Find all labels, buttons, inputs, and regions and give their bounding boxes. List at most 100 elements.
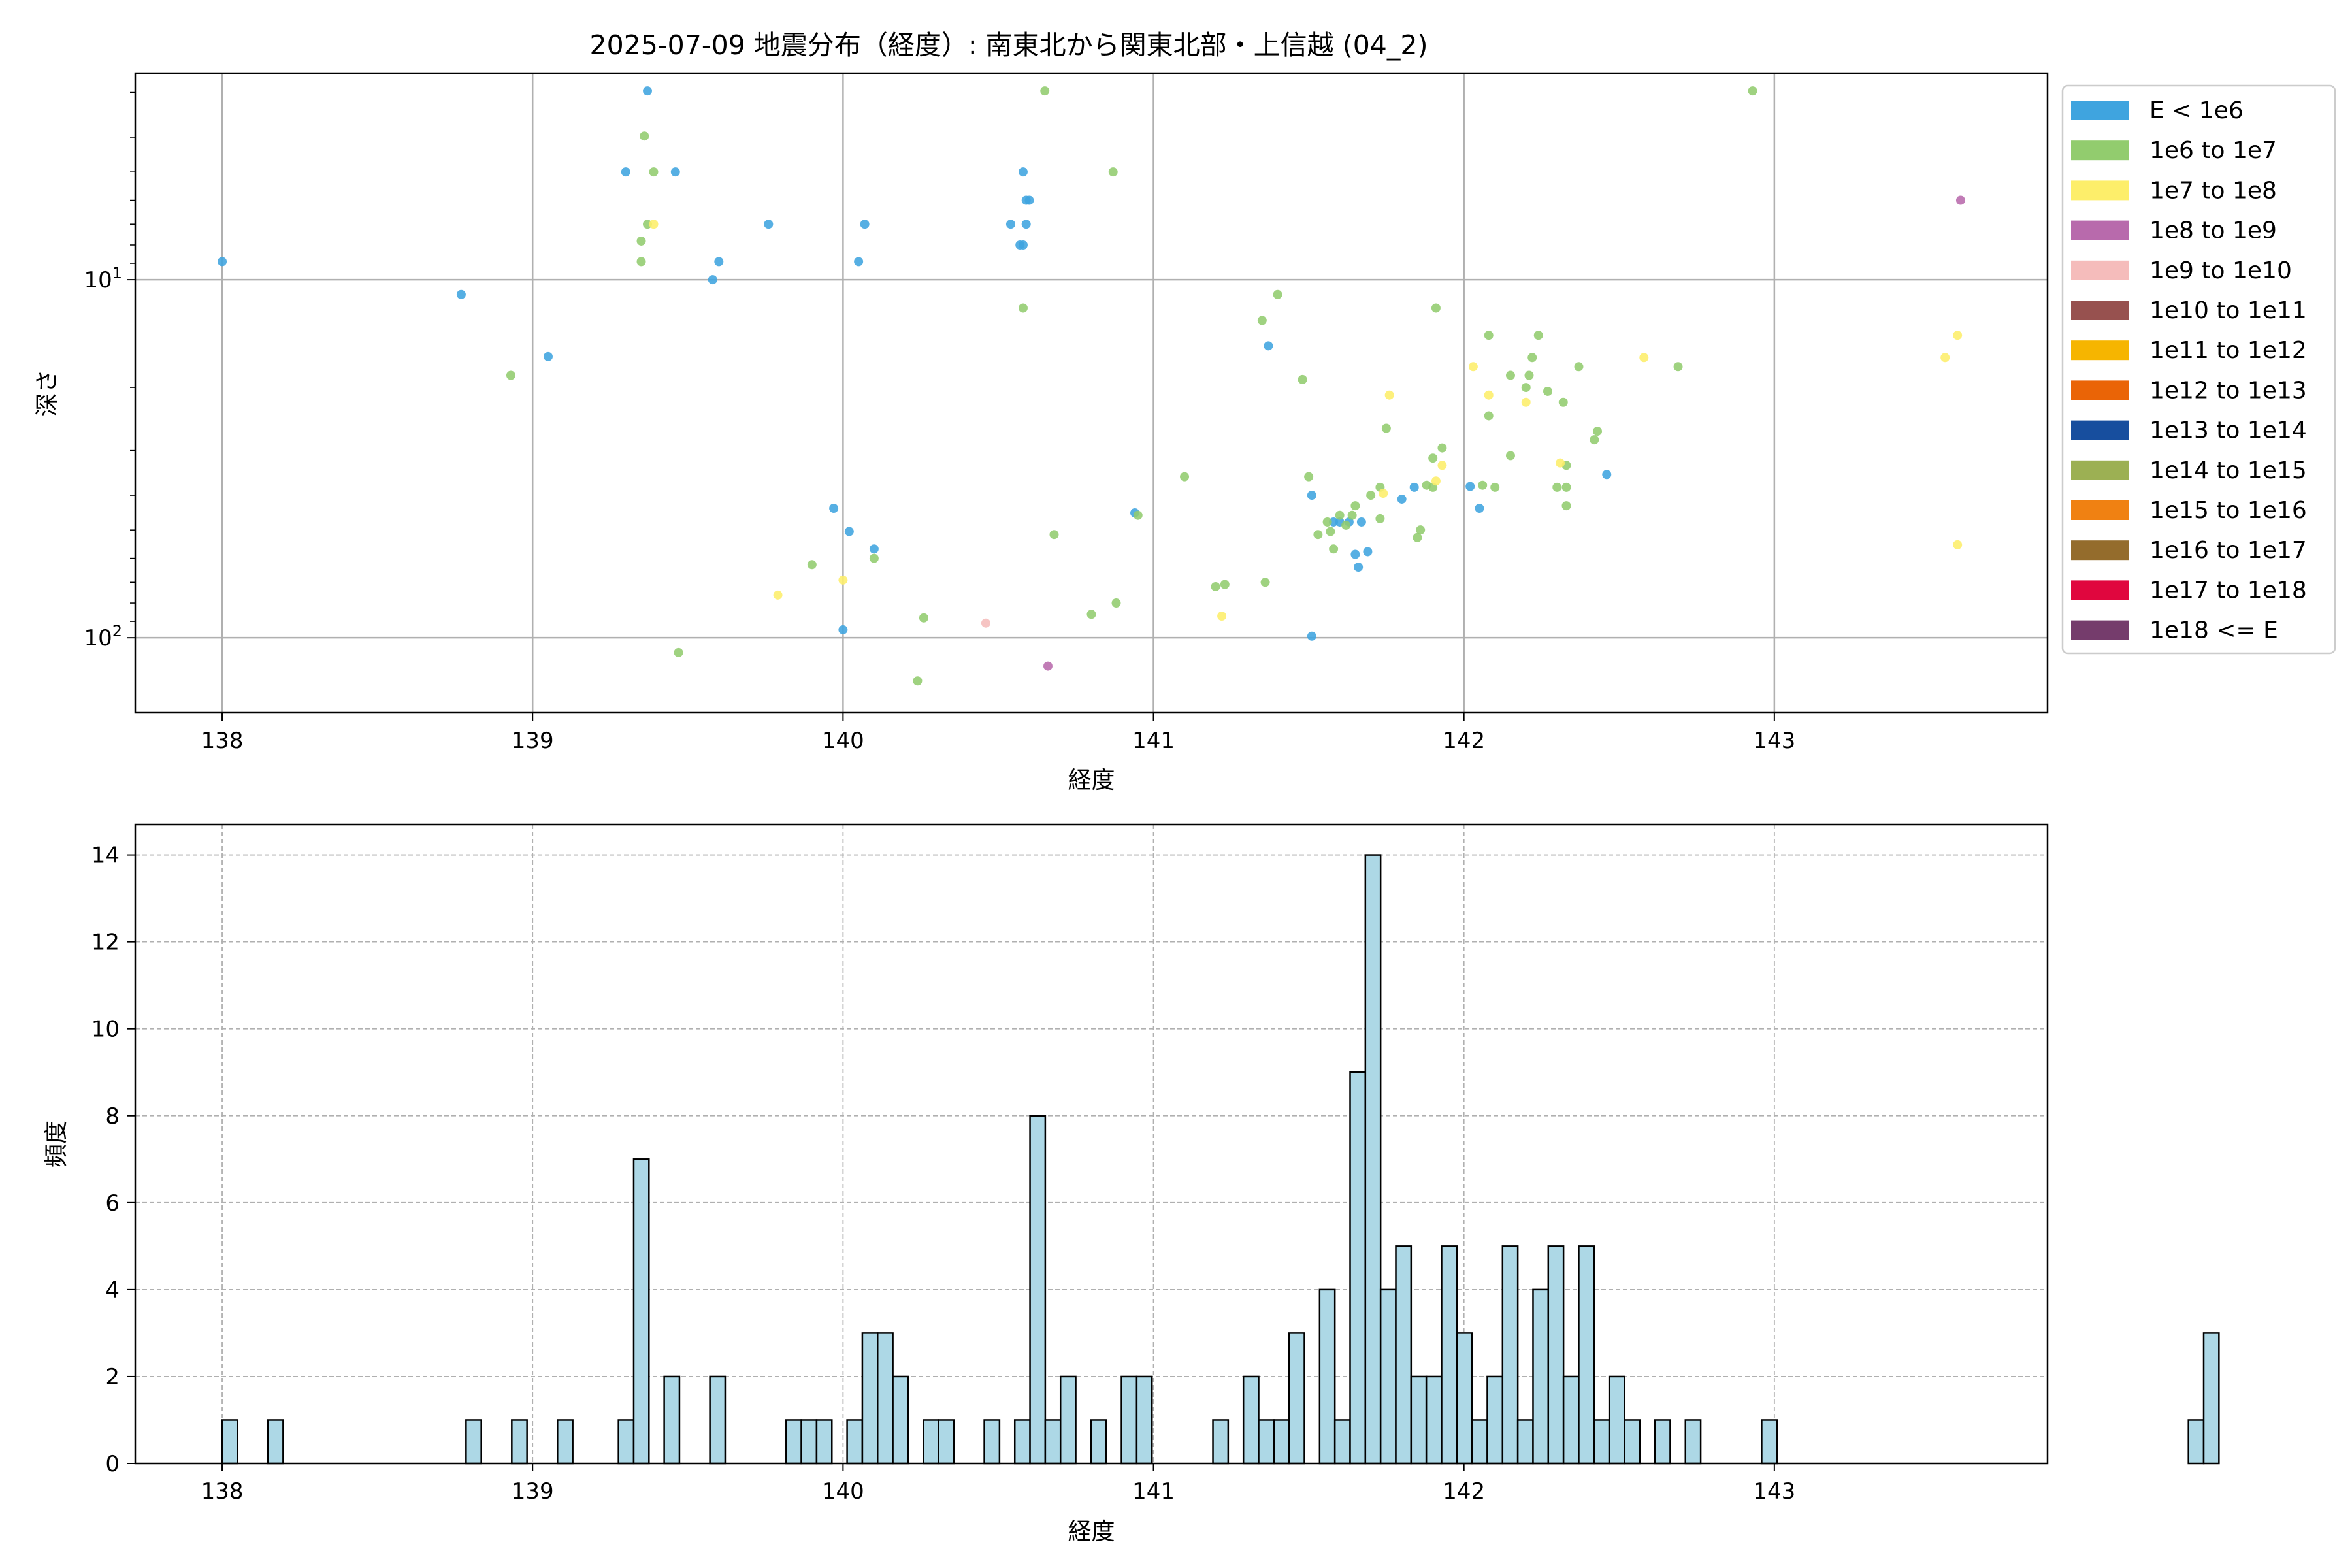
histogram-bar [892, 1375, 909, 1465]
x-tick-label: 142 [1443, 1478, 1485, 1505]
histogram-bar [663, 1375, 681, 1465]
scatter-point [1558, 397, 1568, 407]
scatter-point [1490, 482, 1500, 492]
y-tick-label: 6 [105, 1190, 120, 1217]
histogram-bar [557, 1419, 574, 1465]
scatter-point [1326, 527, 1335, 536]
histogram-bar [1013, 1419, 1031, 1465]
scatter-point [1108, 167, 1118, 177]
histogram-bar [465, 1419, 482, 1465]
scatter-point [1133, 510, 1143, 520]
legend-label: 1e18 <= E [2149, 617, 2278, 644]
scatter-point [860, 220, 870, 229]
scatter-point [643, 86, 653, 96]
scatter-point [1561, 482, 1571, 492]
histogram-bar [1044, 1419, 1062, 1465]
scatter-point [1350, 549, 1360, 559]
scatter-plot: 138 139 140 141 142 143 101 102 経度 深さ [34, 72, 2049, 794]
scatter-point [1304, 472, 1314, 482]
legend-label: 1e14 to 1e15 [2149, 457, 2307, 484]
legend-swatch [2071, 460, 2129, 480]
scatter-point [670, 167, 680, 177]
scatter-point [1217, 612, 1227, 621]
histogram-bar [1258, 1419, 1275, 1465]
histogram-bar [1456, 1332, 1473, 1465]
scatter-point [1018, 240, 1028, 250]
scatter-point [1953, 540, 1963, 549]
legend-label: 1e15 to 1e16 [2149, 497, 2307, 524]
scatter-frame [134, 72, 2049, 714]
histogram-bar [861, 1332, 879, 1465]
y-tick-label: 12 [91, 930, 120, 956]
scatter-point [674, 647, 683, 657]
scatter-point [714, 257, 724, 267]
scatter-point [543, 351, 553, 361]
scatter-point [708, 275, 717, 285]
legend-swatch [2071, 180, 2129, 201]
scatter-point [1354, 563, 1364, 572]
y-tick-label: 14 [91, 843, 120, 869]
scatter-point [1024, 195, 1034, 205]
histogram-bar [617, 1419, 635, 1465]
legend-swatch [2071, 540, 2129, 561]
scatter-point [1381, 423, 1391, 433]
scatter-point [919, 613, 928, 623]
scatter-point [981, 618, 990, 628]
histogram-bar [2187, 1419, 2205, 1465]
scatter-point [1018, 303, 1028, 313]
histogram-bar [1059, 1375, 1077, 1465]
legend: E < 1e6 1e6 to 1e7 1e7 to 1e8 1e8 to 1e9 1e9… [2061, 84, 2336, 655]
scatter-point [1273, 289, 1282, 299]
scatter-point [1533, 331, 1543, 340]
scatter-point [829, 504, 839, 514]
x-tick-label: 140 [822, 1478, 864, 1505]
histogram-bar [709, 1375, 727, 1465]
histogram-bar [1273, 1419, 1290, 1465]
histogram-bar [938, 1419, 955, 1465]
x-tick-label: 139 [512, 728, 554, 754]
scatter-point [1018, 167, 1028, 177]
scatter-point [1940, 353, 1950, 363]
scatter-point [1307, 631, 1316, 641]
scatter-point [1375, 514, 1385, 523]
histogram-bar [1516, 1419, 1534, 1465]
histogram: 0 2 4 6 8 10 12 14 138 139 140 141 142 143 経度 頻度 [43, 823, 2220, 1545]
scatter-point [1180, 472, 1190, 482]
scatter-point [838, 625, 848, 634]
scatter-point [1049, 530, 1059, 540]
histogram-bar [1090, 1419, 1107, 1465]
legend-label: 1e10 to 1e11 [2149, 297, 2307, 324]
histogram-frame [134, 823, 2049, 1465]
x-tick-label: 138 [201, 728, 244, 754]
x-tick-label: 141 [1132, 728, 1175, 754]
scatter-point [1021, 220, 1031, 229]
histogram-bar [1562, 1375, 1580, 1465]
scatter-point [1590, 435, 1599, 445]
histogram-bar [1364, 854, 1382, 1465]
x-tick-label: 138 [201, 1478, 244, 1505]
histogram-bar [1318, 1288, 1336, 1465]
histogram-bar [1471, 1419, 1488, 1465]
scatter-point [1561, 501, 1571, 511]
x-tick-label: 143 [1753, 728, 1795, 754]
y-tick-label: 2 [105, 1364, 120, 1390]
scatter-point [1955, 195, 1965, 205]
scatter-point [1543, 386, 1552, 396]
histogram-bar [1486, 1375, 1504, 1465]
x-tick-label: 141 [1132, 1478, 1175, 1505]
scatter-point [1465, 482, 1475, 491]
legend-label: 1e11 to 1e12 [2149, 337, 2307, 364]
scatter-point [1111, 598, 1121, 608]
scatter-point [1505, 370, 1515, 380]
scatter-point [764, 220, 774, 229]
legend-swatch [2071, 580, 2129, 600]
y-tick-label: 8 [105, 1103, 120, 1130]
scatter-point [506, 370, 515, 380]
legend-swatch [2071, 140, 2129, 161]
scatter-point [807, 560, 817, 570]
legend-label: 1e6 to 1e7 [2149, 137, 2277, 164]
histogram-bar [1242, 1375, 1260, 1465]
legend-swatch [2071, 260, 2129, 280]
x-tick-label: 143 [1753, 1478, 1795, 1505]
